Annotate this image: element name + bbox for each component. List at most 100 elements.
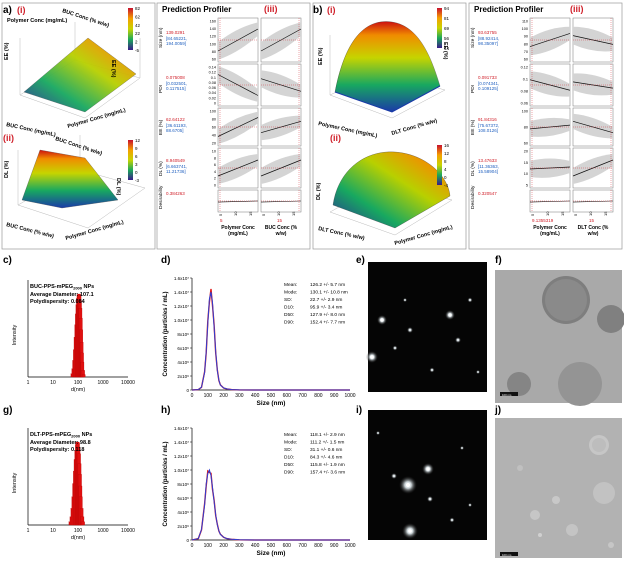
- profiler-ci-band: [573, 73, 613, 96]
- nta-y-tick: 2x10⁶: [177, 374, 189, 379]
- dls-x-tick: 1000: [97, 528, 108, 534]
- profiler-ci: [6.663741,: [166, 164, 187, 169]
- nta-stat-value: 84.3 +/- 4.6 nm: [310, 455, 342, 461]
- b-i-colorbar: [437, 8, 442, 48]
- nta-x-tick: 1000: [344, 543, 355, 549]
- a-ii-z2-label: DL (%): [115, 178, 121, 195]
- colorbar-tick-label: 62: [135, 14, 141, 19]
- nta-x-tick: 300: [235, 393, 244, 399]
- dls-x-label: d(nm): [71, 387, 86, 393]
- profiler-ci: [88.92414,: [478, 36, 499, 41]
- nta-x-tick: 600: [283, 543, 292, 549]
- profiler-ci: [75.67372,: [478, 123, 499, 128]
- profiler-value: 62.64122: [166, 117, 185, 122]
- profiler-factor-label: BUC Conc (%: [265, 225, 298, 231]
- scale-bar-f-label: 100 nm: [502, 393, 512, 397]
- profiler-value: 0.384263: [166, 191, 185, 196]
- profiler-factor-label: w/w): [275, 231, 287, 237]
- profiler-ci-band: [218, 22, 258, 60]
- profiler-x-tick: 5: [218, 213, 223, 216]
- a-i-y-label: Polymer Conc (mg/mL): [7, 18, 67, 24]
- colorbar-tick-label: 81: [444, 16, 450, 21]
- nta-stat-key: D10:: [284, 455, 294, 461]
- profiler-a-title: Prediction Profiler: [162, 5, 231, 14]
- panel-f-letter: f): [495, 255, 502, 266]
- dls-x-tick: 1: [27, 528, 30, 534]
- nta-x-tick: 300: [235, 543, 244, 549]
- nta-x-tick: 600: [283, 393, 292, 399]
- colorbar-tick-label: 56: [444, 36, 450, 41]
- profiler-y-tick: 80: [524, 126, 528, 130]
- profiler-factor-label: (mg/mL): [540, 231, 560, 237]
- a-ii-colorbar-ticks: 12 9 6 3 0 -3: [135, 138, 141, 183]
- profiler-ci-band: [261, 154, 301, 184]
- dls-chart-g: 1 10 100 1000 10000 d(nm) Intensity DLT-PPS-mPE…: [12, 428, 135, 541]
- profiler-ci-band: [218, 154, 258, 184]
- dls-x-tick: 100: [74, 380, 83, 386]
- a-i-z2-label: EE (%): [110, 60, 116, 78]
- profiler-ci-band: [573, 113, 613, 139]
- profiler-y-tick: 8: [214, 156, 216, 160]
- profiler-ci: [0.074341,: [478, 81, 499, 86]
- nta-x-tick: 1000: [344, 393, 355, 399]
- b-i-z-label: EE (%): [318, 47, 324, 65]
- profiler-y-tick: 0.12: [209, 71, 216, 75]
- dls-x-tick: 100: [74, 528, 83, 534]
- nta-y-tick: 1.2x10⁷: [174, 304, 190, 309]
- nta-x-tick: 700: [298, 543, 307, 549]
- nta-stat-key: Mode:: [284, 440, 297, 446]
- panel-d-letter: d): [161, 255, 170, 266]
- profiler-row-label: Size (nm): [158, 27, 164, 48]
- nta-chart-h: 1.6x10⁷ 1.4x10⁷ 1.2x10⁷ 1.0x10⁷ 8x10⁶ 6x10⁶ 4x…: [163, 426, 356, 557]
- nta-y-tick: 1.0x10⁷: [174, 318, 190, 323]
- profiler-y-tick: 5: [526, 184, 528, 188]
- nta-stat-key: D90:: [284, 320, 294, 326]
- dls-y-label: Intensity: [12, 473, 18, 494]
- dls-chart-c: 1 10 100 1000 10000 d(nm) Intensity BUC-PPS-mPE…: [12, 280, 135, 393]
- profiler-value: 93.63755: [478, 30, 497, 35]
- surface-b-i: [329, 21, 446, 119]
- dls-x-tick: 1: [27, 380, 30, 386]
- profiler-y-tick: 0.08: [521, 90, 528, 94]
- profiler-y-tick: 4: [214, 170, 216, 174]
- b-ii-colorbar: [437, 145, 442, 185]
- nta-y-tick: 1.4x10⁷: [174, 290, 190, 295]
- nta-x-tick: 800: [314, 393, 323, 399]
- nta-x-tick: 200: [219, 543, 228, 549]
- profiler-value: 8.940549: [166, 158, 185, 163]
- nta-x-label: Size (nm): [257, 400, 286, 407]
- micrograph-e: [366, 262, 487, 392]
- profiler-ci: 0.109125]: [478, 86, 498, 91]
- scale-bar-f: [500, 392, 518, 396]
- profiler-y-tick: 40: [212, 134, 216, 138]
- profiler-y-tick: 20: [524, 150, 528, 154]
- profiler-factor-label: Polymer Conc: [221, 225, 255, 231]
- profiler-value: 139.0291: [166, 30, 185, 35]
- profiler-ci-band: [530, 71, 570, 97]
- a-ii-colorbar: [128, 140, 133, 180]
- nta-stat-value: 115.8 +/- 1.9 nm: [310, 462, 345, 468]
- nta-y-tick: 1.2x10⁷: [174, 454, 190, 459]
- profiler-ci-band: [218, 66, 258, 102]
- micrograph-i: [368, 410, 487, 540]
- nta-y-tick: 6x10⁶: [177, 496, 189, 501]
- nta-x-tick: 100: [204, 393, 213, 399]
- profiler-y-tick: 160: [210, 20, 216, 24]
- profiler-b-title: Prediction Profiler: [474, 5, 543, 14]
- panel-e-letter: e): [356, 255, 365, 266]
- profiler-ci: 11.21736]: [166, 169, 186, 174]
- scale-bar-j-label: 100 nm: [502, 553, 512, 557]
- b-ii-z-label: DL (%): [316, 183, 322, 200]
- surface-a-i: [19, 22, 141, 119]
- dls-y-label: Intensity: [12, 325, 18, 346]
- profiler-row-label: EE (%): [158, 119, 164, 135]
- dls-average-diameter: Average Diameter: 98.8: [30, 440, 91, 446]
- colorbar-tick-label: 69: [444, 26, 450, 31]
- desirability-trace: [217, 200, 259, 203]
- colorbar-tick-label: -5: [135, 48, 139, 53]
- nta-series-red: [191, 469, 350, 541]
- nta-y-tick: 1.6x10⁷: [174, 426, 190, 431]
- nta-stat-key: D90:: [284, 470, 294, 476]
- profiler-ci: 0.117515]: [166, 86, 186, 91]
